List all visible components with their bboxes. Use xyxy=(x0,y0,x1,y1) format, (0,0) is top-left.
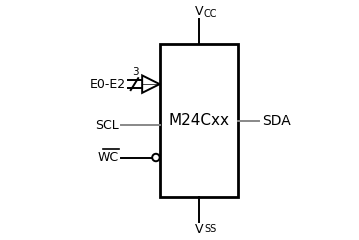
Text: V: V xyxy=(195,223,203,236)
Polygon shape xyxy=(142,75,160,93)
Text: V: V xyxy=(195,5,203,18)
Text: WC: WC xyxy=(98,151,119,164)
Bar xyxy=(160,44,238,197)
Text: SS: SS xyxy=(204,224,216,234)
Text: 3: 3 xyxy=(132,67,139,77)
Text: SDA: SDA xyxy=(262,114,291,128)
Text: CC: CC xyxy=(204,9,218,19)
Text: SCL: SCL xyxy=(95,119,119,132)
Text: E0-E2: E0-E2 xyxy=(90,78,126,91)
Text: M24Cxx: M24Cxx xyxy=(168,113,229,128)
Circle shape xyxy=(152,154,160,161)
